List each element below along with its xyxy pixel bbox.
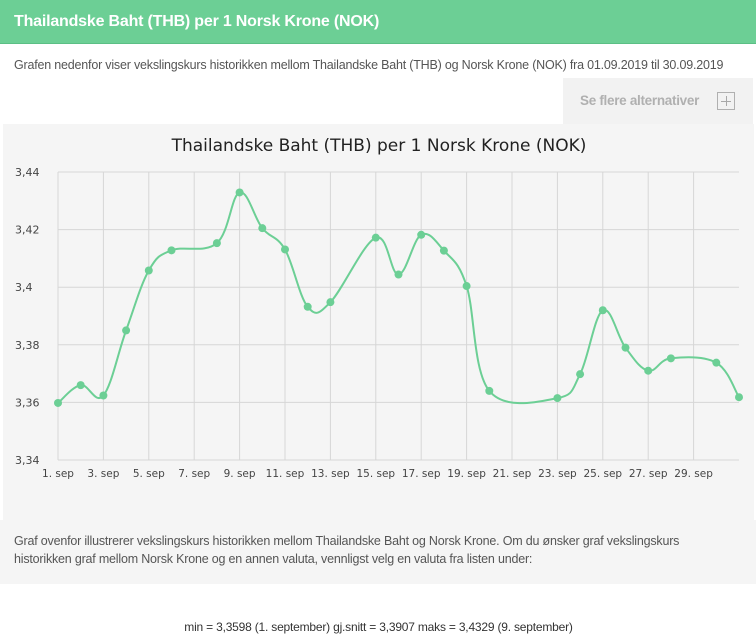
data-point [303, 302, 312, 311]
x-tick-label: 25. sep [583, 468, 622, 480]
data-point [576, 370, 585, 379]
data-point [76, 381, 85, 390]
x-tick-label: 3. sep [87, 468, 119, 480]
exchange-rate-chart: Thailandske Baht (THB) per 1 Norsk Krone… [15, 136, 743, 480]
x-tick-label: 21. sep [493, 468, 532, 480]
intro-text: Grafen nedenfor viser vekslingskurs hist… [14, 58, 724, 72]
x-tick-label: 17. sep [402, 468, 441, 480]
y-tick-label: 3,42 [15, 224, 40, 237]
summary-stats: min = 3,3598 (1. september) gj.snitt = 3… [184, 620, 573, 634]
data-point [712, 358, 721, 367]
data-point [212, 239, 221, 248]
plus-icon [717, 92, 735, 110]
x-tick-label: 29. sep [674, 468, 713, 480]
series-line [57, 191, 740, 405]
x-tick-label: 13. sep [311, 468, 350, 480]
footer-panel: Graf ovenfor illustrerer vekslingskurs h… [0, 520, 756, 584]
page-header: Thailandske Baht (THB) per 1 Norsk Krone… [0, 0, 756, 44]
x-tick-label: 23. sep [538, 468, 577, 480]
data-point [258, 224, 267, 233]
data-point [122, 326, 131, 335]
data-point [99, 391, 108, 400]
x-tick-label: 7. sep [178, 468, 210, 480]
data-point [394, 270, 403, 279]
footer-text: Graf ovenfor illustrerer vekslingskurs h… [14, 534, 680, 566]
data-point [735, 393, 743, 402]
y-tick-label: 3,34 [15, 454, 40, 467]
data-point [417, 230, 426, 239]
data-point [144, 266, 153, 275]
data-point [485, 386, 494, 395]
data-point [666, 354, 675, 363]
data-point [281, 245, 289, 254]
x-tick-label: 19. sep [447, 468, 486, 480]
x-tick-label: 27. sep [629, 468, 668, 480]
x-tick-label: 1. sep [42, 468, 74, 480]
data-point [54, 398, 62, 407]
y-tick-label: 3,36 [15, 396, 40, 409]
x-tick-label: 9. sep [224, 468, 256, 480]
more-alternatives-label: Se flere alternativer [580, 93, 700, 108]
data-point [598, 306, 607, 315]
y-tick-label: 3,38 [15, 339, 40, 352]
data-point [621, 343, 630, 352]
more-alternatives-button[interactable]: Se flere alternativer [563, 78, 753, 124]
x-tick-label: 11. sep [266, 468, 305, 480]
x-tick-label: 5. sep [133, 468, 165, 480]
data-point [462, 282, 471, 291]
data-point [553, 394, 562, 403]
chart-title: Thailandske Baht (THB) per 1 Norsk Krone… [171, 136, 587, 156]
data-point [439, 246, 448, 255]
chart-container: Thailandske Baht (THB) per 1 Norsk Krone… [3, 124, 754, 634]
data-point [644, 366, 653, 375]
data-point [235, 188, 244, 197]
data-point [326, 298, 335, 307]
x-tick-label: 15. sep [356, 468, 395, 480]
y-tick-label: 3,44 [15, 166, 40, 179]
page-title: Thailandske Baht (THB) per 1 Norsk Krone… [14, 13, 380, 30]
data-point [371, 233, 380, 242]
y-tick-label: 3,4 [15, 281, 33, 294]
data-point [167, 246, 176, 255]
